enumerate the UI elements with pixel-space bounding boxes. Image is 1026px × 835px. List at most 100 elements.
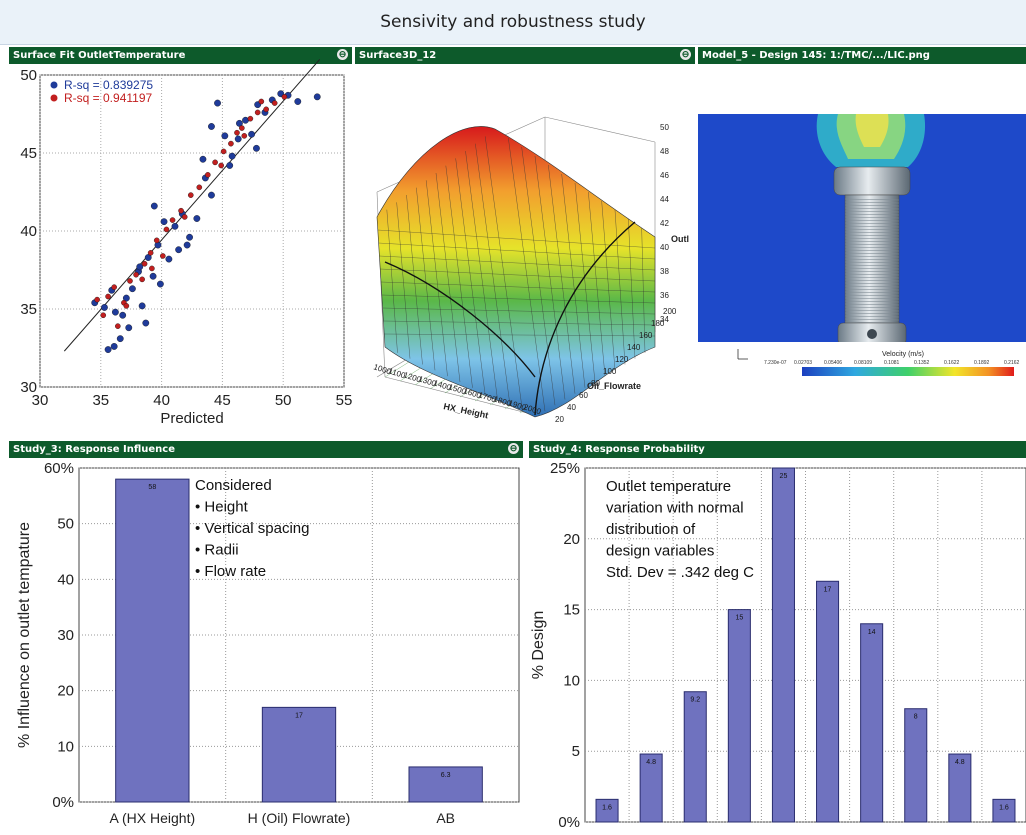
legend-tick-label: 0.08109 <box>854 360 872 366</box>
bar-value-label: 1.6 <box>602 804 612 811</box>
scatter-point <box>156 280 164 288</box>
scatter-point <box>133 271 139 278</box>
legend-title: Velocity (m/s) <box>882 351 924 358</box>
scatter-point <box>171 222 179 230</box>
scatter-point <box>163 226 170 233</box>
coil-winding <box>844 222 900 225</box>
scatter-point <box>187 192 194 198</box>
close-circle-icon[interactable]: ⊖ <box>508 443 519 454</box>
coil-winding <box>844 225 900 228</box>
coil-winding <box>844 306 900 309</box>
scatter-point <box>136 263 144 271</box>
coil-winding <box>844 246 900 249</box>
legend-tick-label: 0.1081 <box>884 360 900 366</box>
surface-mesh-line <box>601 200 616 371</box>
y-tick-label: 40 <box>20 223 37 240</box>
panel-title[interactable]: Surface3D_12 <box>355 47 695 64</box>
legend-label: R-sq = 0.839275 <box>64 78 153 92</box>
scatter-point <box>221 132 229 140</box>
surface-mesh-line <box>377 229 656 249</box>
surface-mesh-line <box>628 218 636 359</box>
z-tick-label: 36 <box>660 291 669 300</box>
coil-winding <box>844 300 900 303</box>
scatter-point <box>165 255 173 263</box>
bar-value-label: 9.2 <box>690 697 700 704</box>
coil-winding <box>844 264 900 267</box>
y-tick-label: 20 <box>57 683 74 700</box>
scatter-point <box>236 119 243 127</box>
panel-surface-fit: Surface Fit OutletTemperature ⊖ 30 35 40 45… <box>9 47 352 437</box>
scatter-point <box>226 162 234 169</box>
cfd-velocity-image: Velocity (m/s) 7.230e-07 0.02703 0.05406 0.0… <box>698 114 1026 437</box>
scatter-point <box>181 214 188 220</box>
coil-winding <box>844 294 900 297</box>
panel-title[interactable]: Study_3: Response Influence <box>9 441 523 458</box>
panel-title[interactable]: Study_4: Response Probability <box>529 441 1026 458</box>
surface-mesh-line <box>561 173 586 388</box>
scatter-point <box>142 319 150 327</box>
x-tick-label: 40 <box>153 392 170 409</box>
z-tick-label: 34 <box>660 315 669 324</box>
coil-winding <box>844 234 900 237</box>
coil-winding <box>844 207 900 210</box>
bar <box>816 580 840 823</box>
bar-value-label: 17 <box>295 712 303 719</box>
coil-winding <box>844 240 900 243</box>
scatter-point <box>241 133 248 139</box>
scatter-point <box>127 278 133 284</box>
y-tick-label: 180 <box>651 319 665 328</box>
scatter-point <box>149 265 155 272</box>
panel-title[interactable]: Model_5 - Design 145: 1:/TMC/.../LIC.png <box>698 47 1026 64</box>
plot-area <box>39 74 345 388</box>
coil-winding <box>844 258 900 261</box>
bar-value-label: 6.3 <box>441 772 451 779</box>
scatter-point <box>199 155 207 163</box>
coil-winding <box>844 237 900 240</box>
scatter-point <box>253 144 260 152</box>
y-tick-label: 60 <box>579 391 588 400</box>
scatter-point <box>149 272 157 280</box>
scatter-point <box>122 294 130 302</box>
coil-winding <box>844 279 900 282</box>
coil-winding <box>844 201 900 204</box>
x-axis-label: HX_Height <box>443 401 490 420</box>
x-tick-label: 30 <box>32 392 49 409</box>
surface-mesh-line <box>614 209 626 365</box>
y-tick-label: 0% <box>52 794 74 811</box>
surface-mesh-line <box>455 158 486 394</box>
y-tick-label: 30 <box>20 379 37 396</box>
bar-value-label: 8 <box>914 714 918 721</box>
scatter-point <box>220 148 227 155</box>
legend-tick-label: 7.230e-07 <box>764 360 787 366</box>
y-tick-label: 25% <box>550 460 580 477</box>
scatter-point <box>169 217 176 223</box>
surface-mesh-line <box>406 194 423 365</box>
y-tick-label: 60% <box>44 460 74 477</box>
scatter-point <box>205 172 211 178</box>
scatter-point <box>153 237 160 244</box>
coil-winding <box>844 297 900 300</box>
bar-value-label: 1.6 <box>999 804 1009 811</box>
scatter-point <box>196 184 203 191</box>
y-tick-label: 10 <box>563 672 580 689</box>
surface-3d-plot: 343638404244464850Outl100011001200130014… <box>372 116 689 424</box>
scatter-point <box>313 93 321 101</box>
surface-mesh-line <box>383 320 656 326</box>
surface-mesh-line <box>521 146 556 406</box>
panel-title[interactable]: Surface Fit OutletTemperature <box>9 47 352 64</box>
close-circle-icon[interactable]: ⊖ <box>337 49 348 60</box>
z-tick-label: 42 <box>660 219 669 228</box>
y-tick-label: 30 <box>57 627 74 644</box>
surface-mesh-line <box>484 136 523 412</box>
bar <box>408 766 483 803</box>
scatter-point <box>258 98 265 105</box>
bar <box>639 753 663 823</box>
close-circle-icon[interactable]: ⊖ <box>680 49 691 60</box>
scatter-point <box>101 304 108 311</box>
scatter-point <box>254 109 261 116</box>
scatter-point <box>125 324 133 332</box>
scatter-point <box>160 253 166 259</box>
scatter-point <box>105 293 111 300</box>
coil-winding <box>844 249 900 252</box>
y-tick-label: 50 <box>20 67 37 84</box>
